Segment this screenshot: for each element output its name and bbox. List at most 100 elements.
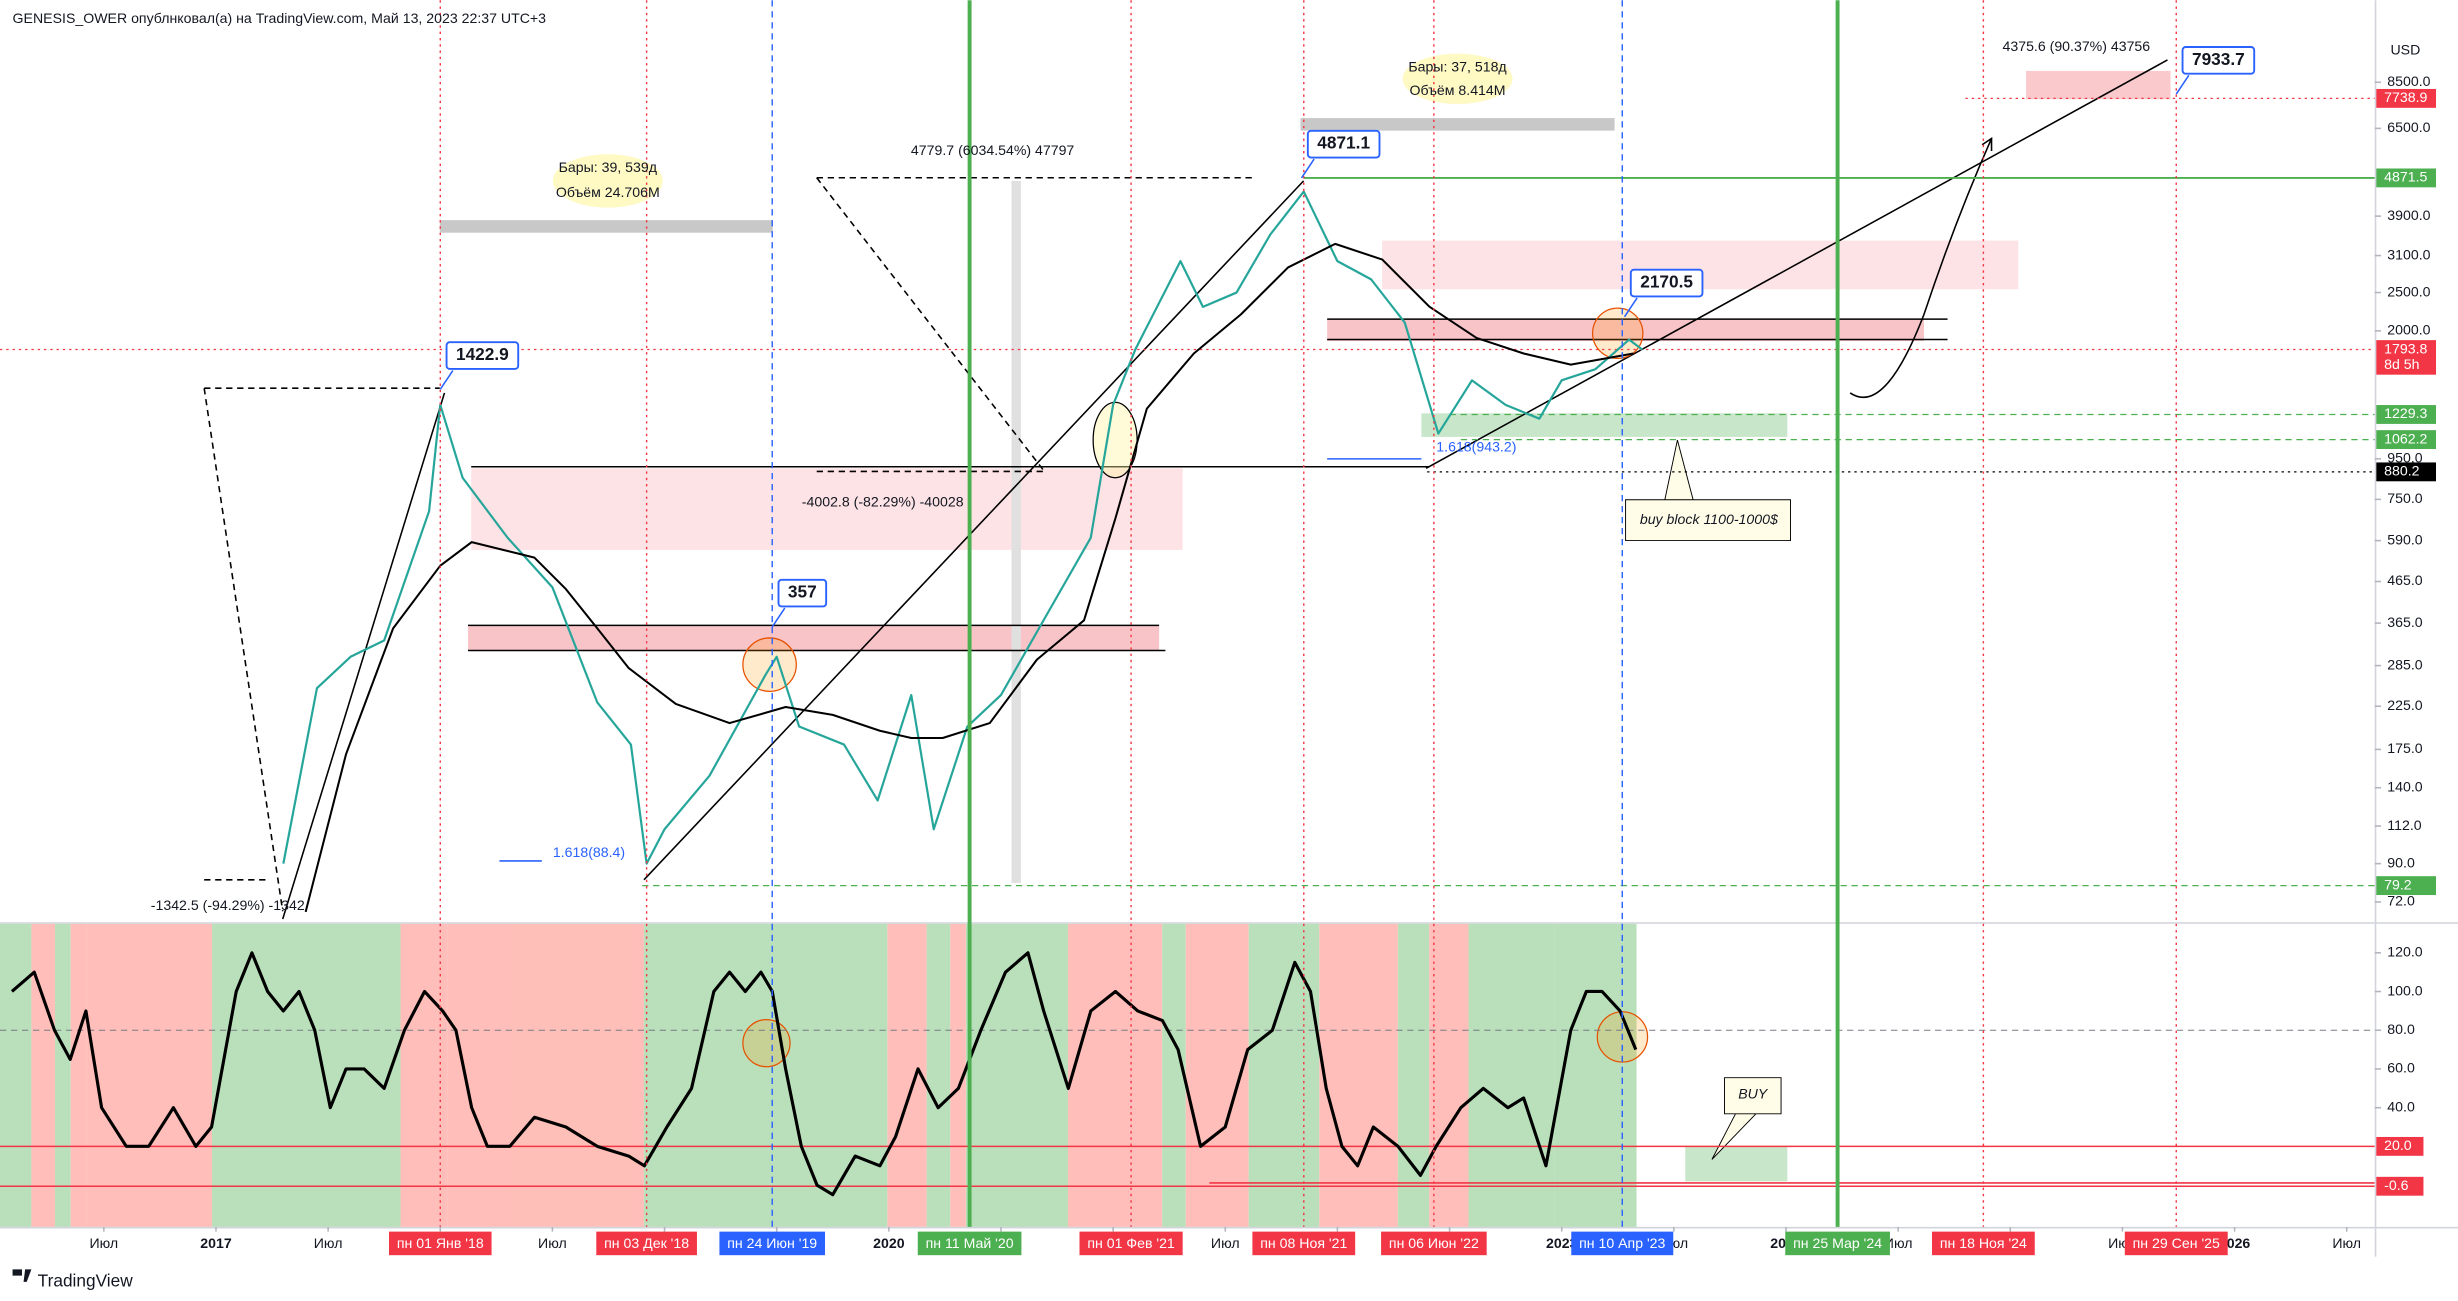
price-marker-box — [2376, 88, 2437, 108]
band — [1068, 923, 1163, 1227]
y-tick-label: 8500.0 — [2387, 73, 2430, 89]
band — [70, 923, 87, 1227]
band — [86, 923, 213, 1227]
date-marker-box — [1381, 1231, 1487, 1256]
date-marker-label: пн 01 Фев '21 — [1087, 1235, 1175, 1251]
callout-box — [2181, 46, 2256, 75]
callout-label: 2170.5 — [1640, 272, 1693, 292]
callout-label: 357 — [788, 582, 817, 602]
circles — [552, 53, 1649, 1068]
y-tick-label: 175.0 — [2387, 740, 2422, 756]
range-bar — [439, 220, 773, 233]
osc-marker-box — [2376, 1176, 2424, 1196]
y-tick-label: 950.0 — [2387, 449, 2422, 465]
osc-bands — [0, 923, 1637, 1227]
price-marker-label: 880.2 — [2384, 463, 2419, 479]
axes: 8500.0 6500.0 3900.0 3100.0 2500.0 2000.0 950.… — [90, 73, 2437, 1256]
band — [643, 923, 888, 1227]
band — [1554, 923, 1637, 1227]
band — [926, 923, 951, 1227]
callout-anchor — [2175, 74, 2190, 95]
callout-anchor — [1623, 297, 1638, 318]
band — [1185, 923, 1249, 1227]
zone — [1685, 1146, 1788, 1182]
osc-marker-label: -0.6 — [2384, 1177, 2408, 1193]
highlight — [742, 637, 797, 692]
date-marker-box — [719, 1231, 826, 1256]
annotation: buy block 1100-1000$ — [1640, 511, 1779, 527]
date-marker-box — [596, 1231, 697, 1256]
annotation: 1.618(88.4) — [553, 844, 625, 860]
y-tick-label: 3900.0 — [2387, 207, 2430, 223]
date-marker-label: пн 24 Июн '19 — [727, 1235, 817, 1251]
range-bar — [1300, 118, 1615, 131]
band — [1248, 923, 1320, 1227]
date-marker-box — [1785, 1231, 1890, 1256]
callout-box — [1629, 268, 1704, 298]
x-tick-label: Июл — [538, 1235, 567, 1251]
annotation: Бары: 37, 518д — [1408, 59, 1506, 75]
price-marker-label: 79.2 — [2384, 876, 2412, 892]
osc-marker-label: 20.0 — [2384, 1137, 2412, 1153]
date-marker-box — [1252, 1231, 1356, 1256]
price-marker-box — [2376, 405, 2437, 424]
price-marker-label: 1793.8 — [2384, 340, 2427, 356]
x-tick-label: 2023 — [1546, 1235, 1578, 1251]
price-marker-box — [2376, 168, 2437, 188]
callout-box — [1711, 1077, 1782, 1160]
trend-line — [281, 392, 446, 920]
zone — [2026, 70, 2171, 100]
plot: 8500.0 6500.0 3900.0 3100.0 2500.0 2000.0 950.… — [0, 0, 2437, 1256]
y-tick-label: 60.0 — [2387, 1060, 2415, 1076]
callout-box — [1306, 129, 1381, 159]
date-marker-label: пн 18 Ноя '24 — [1940, 1235, 2027, 1251]
osc-pane — [0, 951, 2375, 1197]
band — [31, 923, 55, 1227]
zone — [1421, 413, 1788, 437]
zone — [471, 468, 1183, 550]
x-tick-label: Июл — [90, 1235, 119, 1251]
band — [447, 923, 644, 1227]
currency: USD — [2390, 41, 2420, 57]
y-tick-label: 120.0 — [2387, 944, 2422, 960]
price-marker-label: 1229.3 — [2384, 405, 2427, 421]
date-marker-label: пн 08 Ноя '21 — [1260, 1235, 1347, 1251]
y-tick-label: 140.0 — [2387, 778, 2422, 794]
annotation: Бары: 39, 539д — [559, 159, 657, 175]
band — [1162, 923, 1186, 1227]
date-marker-label: пн 29 Сен '25 — [2133, 1235, 2220, 1251]
date-marker-box — [1079, 1231, 1183, 1256]
annotation: 1.618(943.2) — [1436, 439, 1516, 455]
date-marker-box — [1931, 1231, 2035, 1256]
header-title: GENESIS_OWER опублнковал(а) на TradingVi… — [13, 10, 547, 26]
callout-label: 4871.1 — [1317, 133, 1370, 153]
callout-anchor — [439, 370, 454, 390]
y-tick-label: 750.0 — [2387, 490, 2422, 506]
price-marker-box — [2376, 462, 2437, 482]
zone — [468, 625, 1160, 651]
annotation: Объём 8.414M — [1409, 82, 1505, 98]
annotation: -4002.8 (-82.29%) -40028 — [802, 494, 964, 510]
date-marker-label: пн 03 Дек '18 — [604, 1235, 689, 1251]
date-marker-label: пн 06 Июн '22 — [1389, 1235, 1479, 1251]
band — [965, 923, 1069, 1227]
y-tick-label: 100.0 — [2387, 982, 2422, 998]
arrow-head — [1981, 137, 1993, 152]
callout-box — [777, 578, 828, 608]
highlight — [1591, 307, 1644, 359]
note-bubble — [552, 154, 663, 208]
note-bubble — [1402, 53, 1513, 104]
callout-label: 1422.9 — [456, 344, 509, 364]
x-tick-label: Июл — [1211, 1235, 1240, 1251]
y-tick-label: 90.0 — [2387, 854, 2415, 870]
arrow — [1849, 138, 1993, 399]
y-tick-label: 285.0 — [2387, 656, 2422, 672]
band — [0, 923, 32, 1227]
price-marker-note: 8d 5h — [2384, 356, 2419, 372]
date-marker-label: пн 11 Май '20 — [926, 1235, 1014, 1251]
price-marker-box — [2376, 876, 2437, 896]
y-tick-label: 112.0 — [2387, 817, 2421, 833]
y-tick-label: 225.0 — [2387, 697, 2422, 713]
